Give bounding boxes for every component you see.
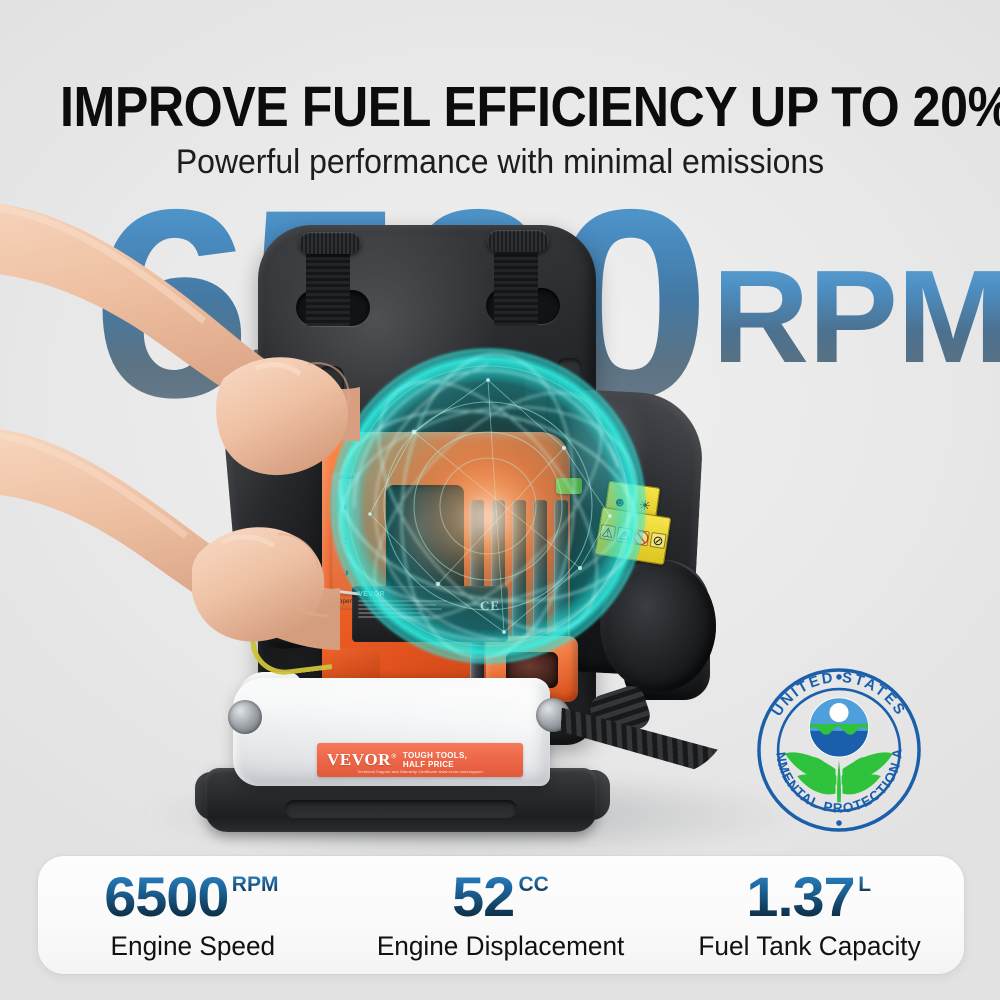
no-bystanders-icon: 🚫: [632, 528, 651, 547]
warning-triangle-icon: ⚠: [599, 523, 617, 541]
combustion-glow: [398, 432, 578, 602]
specs-summary-card: 6500 RPM Engine Speed 52 CC Engine Displ…: [38, 856, 964, 974]
no-flame-icon: ⚠: [616, 526, 634, 544]
vevor-fine-print: Technical Support and Warranty Certifica…: [357, 769, 483, 774]
epa-seal-icon: UNITED STATES ENVIRONMENTAL PROTECTION A…: [752, 663, 921, 832]
hot-surface-icon: ☀: [638, 496, 652, 514]
no-smoking-icon: ⊘: [649, 531, 667, 549]
hand-upper-left: [216, 357, 350, 476]
spec-value-row: 6500 RPM: [104, 864, 279, 928]
spec-value-row: 52 CC: [452, 864, 549, 928]
hand-lower-left: [192, 527, 329, 642]
shoulder-strap-webbing-right: [494, 250, 538, 326]
fan-cover: [600, 560, 716, 692]
mounting-bolt-left: [228, 700, 262, 734]
spec-label: Fuel Tank Capacity: [698, 930, 921, 961]
spec-unit: RPM: [231, 872, 279, 896]
spec-label: Engine Displacement: [377, 930, 625, 961]
shoulder-strap-webbing-left: [306, 252, 350, 326]
watermark-unit: RPM: [712, 251, 1000, 383]
spec-engine-displacement: 52 CC Engine Displacement: [347, 864, 656, 961]
spec-unit: L: [858, 872, 872, 896]
spec-value-row: 1.37 L: [746, 864, 872, 928]
read-manual-icon: ☻: [612, 492, 628, 510]
strap-adjuster-right: [487, 230, 549, 252]
spec-unit: CC: [518, 872, 549, 896]
vevor-brand-sticker: VEVOR® TOUGH TOOLS, HALF PRICE Technical…: [317, 743, 523, 777]
vevor-tagline: TOUGH TOOLS, HALF PRICE: [402, 751, 468, 769]
choke-glyph-icon: ◐: [342, 500, 350, 515]
registered-trademark-icon: ®: [391, 752, 397, 761]
page-title: IMPROVE FUEL EFFICIENCY UP TO 20%: [60, 75, 1000, 139]
page-subtitle: Powerful performance with minimal emissi…: [175, 143, 825, 181]
spec-value: 6500: [104, 864, 229, 928]
base-notch: [285, 800, 517, 818]
strap-adjuster-left: [299, 232, 361, 254]
spec-fuel-tank-capacity: 1.37 L Fuel Tank Capacity: [655, 864, 964, 961]
spec-value: 1.37: [746, 864, 856, 928]
spec-engine-speed: 6500 RPM Engine Speed: [38, 864, 347, 961]
vevor-wordmark: VEVOR®: [327, 750, 397, 769]
spec-value: 52: [452, 864, 515, 928]
spec-label: Engine Speed: [110, 930, 275, 961]
